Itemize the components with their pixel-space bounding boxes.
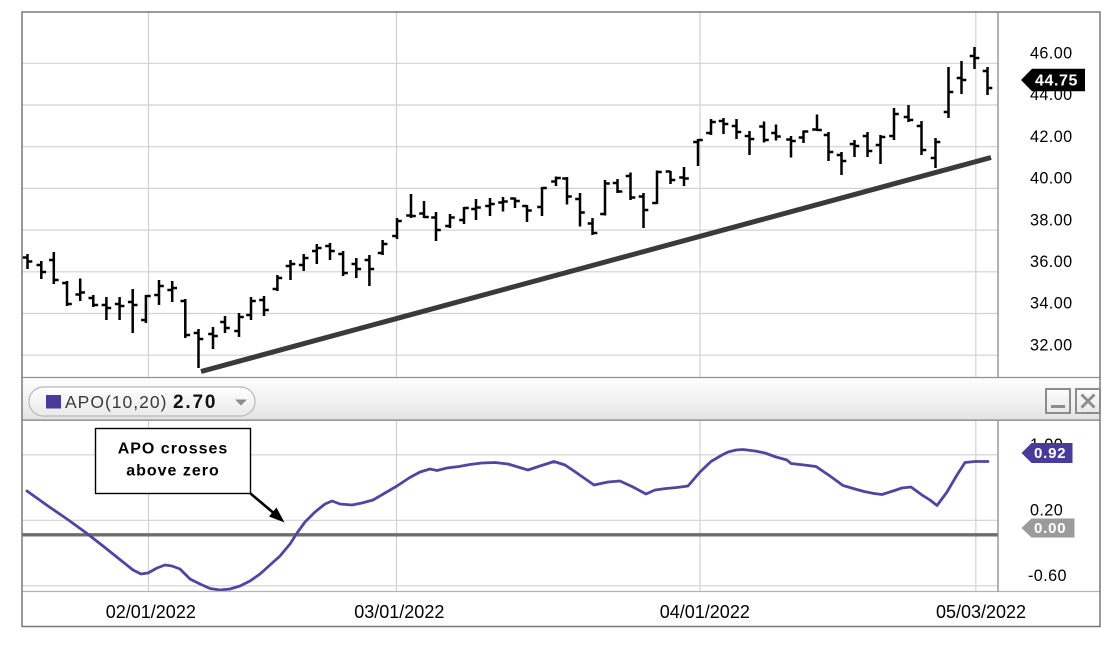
svg-text:42.00: 42.00 [1030, 128, 1073, 146]
svg-text:0.20: 0.20 [1030, 502, 1063, 520]
svg-text:0.92: 0.92 [1034, 445, 1066, 462]
svg-text:34.00: 34.00 [1030, 295, 1073, 313]
svg-text:46.00: 46.00 [1030, 45, 1073, 63]
svg-text:38.00: 38.00 [1030, 211, 1073, 229]
svg-text:36.00: 36.00 [1030, 253, 1073, 271]
svg-text:-0.60: -0.60 [1028, 567, 1067, 585]
svg-text:04/01/2022: 04/01/2022 [660, 602, 750, 622]
svg-text:02/01/2022: 02/01/2022 [106, 602, 196, 622]
svg-text:32.00: 32.00 [1030, 336, 1073, 354]
svg-text:40.00: 40.00 [1030, 170, 1073, 188]
svg-text:APO crosses: APO crosses [118, 441, 229, 458]
svg-text:05/03/2022: 05/03/2022 [936, 602, 1026, 622]
svg-text:0.00: 0.00 [1034, 520, 1066, 537]
svg-text:03/01/2022: 03/01/2022 [354, 602, 444, 622]
svg-text:above zero: above zero [126, 463, 220, 480]
svg-text:44.75: 44.75 [1035, 73, 1078, 90]
svg-text:2.70: 2.70 [173, 392, 217, 413]
svg-text:APO(10,20): APO(10,20) [65, 392, 167, 412]
